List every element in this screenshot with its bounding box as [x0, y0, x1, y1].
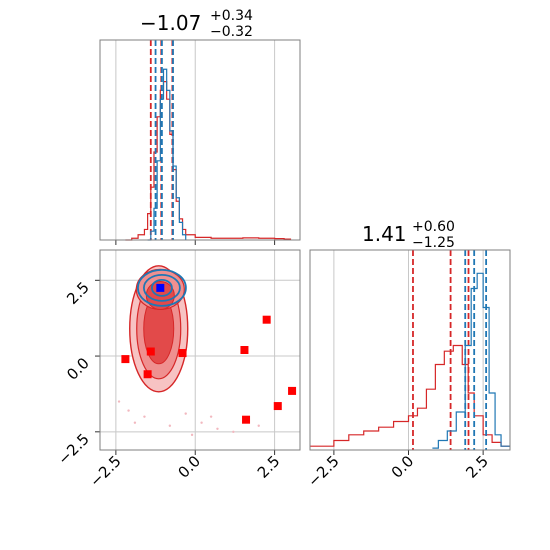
red-marker: [121, 355, 130, 364]
scatter-point: [232, 430, 235, 434]
blue-contour-0: [137, 268, 187, 307]
scatter-point: [117, 400, 121, 403]
joint-panel: −2.5 0.0 2.5 2.5 0.0 −2.5: [54, 249, 301, 491]
marginal-x-title-plus: +0.34: [210, 8, 253, 24]
scatter-point: [168, 424, 172, 427]
red-marker: [273, 402, 282, 411]
scatter-point: [127, 409, 130, 412]
scatter-point: [216, 427, 219, 430]
x-tick-label: 0.0: [174, 452, 204, 482]
red-marker: [262, 315, 271, 324]
marginal-x-panel: [99, 39, 301, 245]
histogram-series-1: [147, 68, 187, 241]
histogram-series-0: [310, 344, 510, 447]
marginal-y-panel: −2.5 0.0 2.5: [304, 249, 511, 491]
scatter-point: [143, 415, 146, 418]
marginal-y-title-value: 1.41: [362, 222, 407, 246]
x-tick-label: 2.5: [254, 452, 284, 482]
red-marker: [242, 415, 251, 424]
x-tick-label: −2.5: [304, 452, 342, 490]
blue-contour-1: [143, 273, 181, 302]
scatter-point: [184, 412, 187, 415]
x-tick-label: 0.0: [388, 452, 418, 482]
y-tick-label: −2.5: [54, 430, 92, 468]
scatter-point: [209, 415, 213, 418]
marginal-x-title-value: −1.07: [140, 11, 201, 35]
marginal-y-title-minus: −1.25: [412, 235, 455, 251]
scatter-point: [190, 433, 194, 437]
panel-frame: [309, 249, 511, 451]
marginal-y-title: 1.41 +0.60 −1.25: [362, 219, 455, 251]
y-tick-label: 0.0: [63, 354, 93, 384]
blue-contour-2: [151, 278, 173, 297]
marginal-x-title: −1.07 +0.34 −0.32: [140, 8, 253, 40]
x-tick-label: 2.5: [462, 452, 492, 482]
y-tick-label: 2.5: [63, 278, 93, 308]
red-marker: [240, 346, 249, 354]
red-marker: [146, 347, 155, 356]
red-marker: [288, 386, 297, 395]
red-marker: [178, 349, 187, 358]
scatter-point: [133, 421, 137, 424]
joint-plot-area: [100, 250, 300, 450]
panel-frame: [99, 39, 301, 241]
marginal-x-title-minus: −0.32: [210, 24, 253, 40]
x-tick-label: −2.5: [86, 452, 124, 490]
blue-marker: [156, 283, 165, 292]
scatter-point: [200, 421, 203, 424]
marginal-y-title-plus: +0.60: [412, 219, 455, 235]
scatter-point: [257, 424, 260, 427]
red-marker: [143, 370, 152, 379]
panel-frame: [99, 249, 301, 451]
